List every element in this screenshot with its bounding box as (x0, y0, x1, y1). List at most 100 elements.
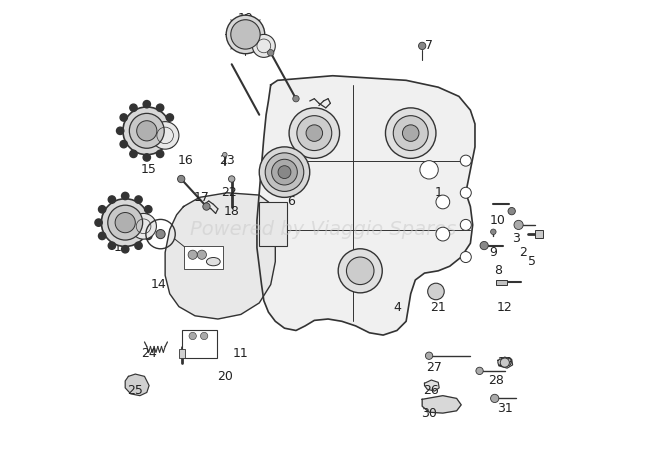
Text: 7: 7 (425, 39, 433, 52)
Circle shape (203, 203, 210, 210)
Circle shape (156, 230, 165, 239)
Circle shape (129, 113, 164, 148)
Circle shape (428, 283, 444, 300)
Circle shape (143, 101, 151, 108)
Circle shape (267, 50, 274, 56)
Circle shape (166, 140, 173, 148)
Polygon shape (257, 76, 475, 335)
Text: 21: 21 (430, 301, 446, 314)
Text: 10: 10 (490, 214, 506, 227)
Bar (496, 280, 507, 285)
Polygon shape (424, 380, 439, 391)
Circle shape (436, 195, 450, 209)
Circle shape (135, 242, 142, 249)
Text: 18: 18 (224, 205, 239, 218)
Text: Powered by Viaggio Spares: Powered by Viaggio Spares (190, 220, 457, 239)
Text: 19: 19 (237, 12, 254, 25)
Text: 5: 5 (529, 255, 536, 268)
Circle shape (95, 219, 102, 226)
Circle shape (228, 176, 235, 182)
Circle shape (346, 257, 374, 285)
Circle shape (420, 161, 438, 179)
Circle shape (116, 127, 124, 134)
Circle shape (297, 116, 332, 151)
Circle shape (135, 196, 142, 203)
Text: 6: 6 (287, 196, 295, 208)
Text: 1: 1 (434, 186, 442, 199)
Circle shape (157, 150, 164, 157)
Circle shape (460, 187, 471, 198)
Circle shape (157, 104, 164, 112)
Text: 16: 16 (178, 154, 193, 167)
Text: 4: 4 (393, 301, 401, 314)
Circle shape (292, 95, 299, 102)
Polygon shape (422, 396, 461, 413)
Circle shape (500, 358, 509, 367)
Text: 8: 8 (494, 264, 502, 277)
Circle shape (144, 206, 152, 213)
Circle shape (338, 249, 382, 293)
Text: 22: 22 (221, 186, 237, 199)
Circle shape (476, 367, 483, 375)
Text: 13: 13 (114, 241, 129, 254)
Text: 12: 12 (497, 301, 512, 314)
Circle shape (189, 332, 196, 340)
Circle shape (170, 127, 177, 134)
Circle shape (201, 332, 208, 340)
Circle shape (460, 252, 471, 263)
Text: 11: 11 (233, 347, 248, 360)
Circle shape (197, 250, 206, 259)
Bar (182, 330, 217, 358)
Circle shape (460, 155, 471, 166)
Circle shape (460, 219, 471, 230)
Circle shape (166, 114, 173, 121)
Bar (184, 246, 223, 269)
Circle shape (289, 108, 340, 158)
Circle shape (252, 34, 276, 57)
Circle shape (143, 154, 151, 161)
Circle shape (115, 213, 135, 233)
Circle shape (108, 196, 116, 203)
Text: 30: 30 (421, 407, 437, 420)
Circle shape (151, 122, 179, 149)
Circle shape (425, 352, 433, 359)
Text: 31: 31 (497, 402, 512, 415)
Circle shape (436, 227, 450, 241)
Text: 28: 28 (488, 375, 503, 387)
Text: 17: 17 (194, 191, 210, 204)
Circle shape (231, 20, 260, 49)
Circle shape (102, 199, 149, 246)
Circle shape (108, 242, 116, 249)
Circle shape (393, 116, 428, 151)
Bar (534, 230, 543, 238)
Circle shape (490, 394, 499, 403)
Circle shape (306, 125, 323, 141)
Circle shape (226, 15, 265, 54)
Circle shape (188, 250, 197, 259)
Ellipse shape (206, 257, 220, 266)
Circle shape (402, 125, 419, 141)
Text: 29: 29 (497, 356, 512, 369)
Circle shape (223, 152, 227, 157)
Circle shape (490, 229, 496, 235)
Polygon shape (498, 357, 512, 368)
Text: 23: 23 (219, 154, 235, 167)
Text: 3: 3 (512, 232, 520, 245)
Circle shape (130, 150, 137, 157)
Circle shape (137, 121, 157, 141)
Circle shape (514, 220, 523, 230)
Circle shape (259, 147, 310, 197)
Text: 20: 20 (217, 370, 233, 383)
Text: 14: 14 (150, 278, 166, 291)
Circle shape (98, 206, 106, 213)
Circle shape (122, 246, 129, 253)
Text: 27: 27 (426, 361, 442, 374)
Circle shape (108, 205, 142, 240)
Circle shape (148, 219, 155, 226)
Bar (259, 202, 287, 246)
Circle shape (177, 175, 185, 183)
Text: 26: 26 (424, 384, 439, 397)
Polygon shape (165, 193, 276, 319)
Text: 25: 25 (127, 384, 143, 397)
Text: 9: 9 (489, 246, 498, 259)
